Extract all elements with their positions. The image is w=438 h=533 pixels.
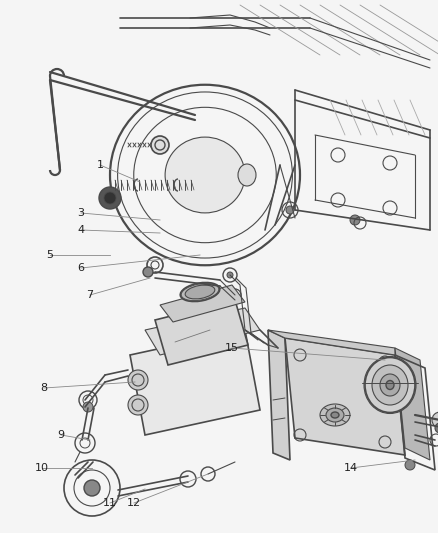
- Circle shape: [151, 136, 169, 154]
- Text: 7: 7: [86, 290, 94, 300]
- Circle shape: [84, 480, 100, 496]
- Text: 12: 12: [127, 498, 141, 508]
- Text: 14: 14: [344, 463, 358, 473]
- Polygon shape: [268, 330, 395, 355]
- Ellipse shape: [326, 408, 344, 422]
- Circle shape: [405, 460, 415, 470]
- Circle shape: [227, 272, 233, 278]
- Polygon shape: [268, 330, 290, 460]
- Ellipse shape: [185, 285, 215, 299]
- Ellipse shape: [238, 164, 256, 186]
- Polygon shape: [130, 330, 260, 435]
- Circle shape: [432, 412, 438, 428]
- Polygon shape: [395, 348, 430, 460]
- Circle shape: [99, 187, 121, 209]
- Text: 9: 9: [57, 430, 64, 440]
- Text: 6: 6: [78, 263, 85, 273]
- Text: 8: 8: [40, 383, 48, 393]
- Text: 15: 15: [225, 343, 239, 353]
- Text: 11: 11: [103, 498, 117, 508]
- Ellipse shape: [165, 137, 245, 213]
- Circle shape: [350, 215, 360, 225]
- Polygon shape: [155, 300, 248, 365]
- Ellipse shape: [365, 358, 415, 413]
- Ellipse shape: [320, 404, 350, 426]
- Text: 10: 10: [35, 463, 49, 473]
- Circle shape: [435, 423, 438, 433]
- Circle shape: [128, 395, 148, 415]
- Circle shape: [128, 370, 148, 390]
- Polygon shape: [285, 338, 405, 455]
- Ellipse shape: [331, 412, 339, 418]
- Polygon shape: [145, 308, 260, 355]
- Circle shape: [83, 402, 93, 412]
- Ellipse shape: [380, 374, 400, 396]
- Ellipse shape: [386, 381, 394, 390]
- Circle shape: [286, 206, 294, 214]
- Text: 3: 3: [78, 208, 85, 218]
- Ellipse shape: [372, 365, 408, 405]
- Text: 4: 4: [78, 225, 85, 235]
- Polygon shape: [160, 285, 245, 322]
- Ellipse shape: [180, 282, 220, 302]
- Circle shape: [104, 192, 116, 204]
- Text: 5: 5: [46, 250, 53, 260]
- Circle shape: [143, 267, 153, 277]
- Text: 1: 1: [96, 160, 103, 170]
